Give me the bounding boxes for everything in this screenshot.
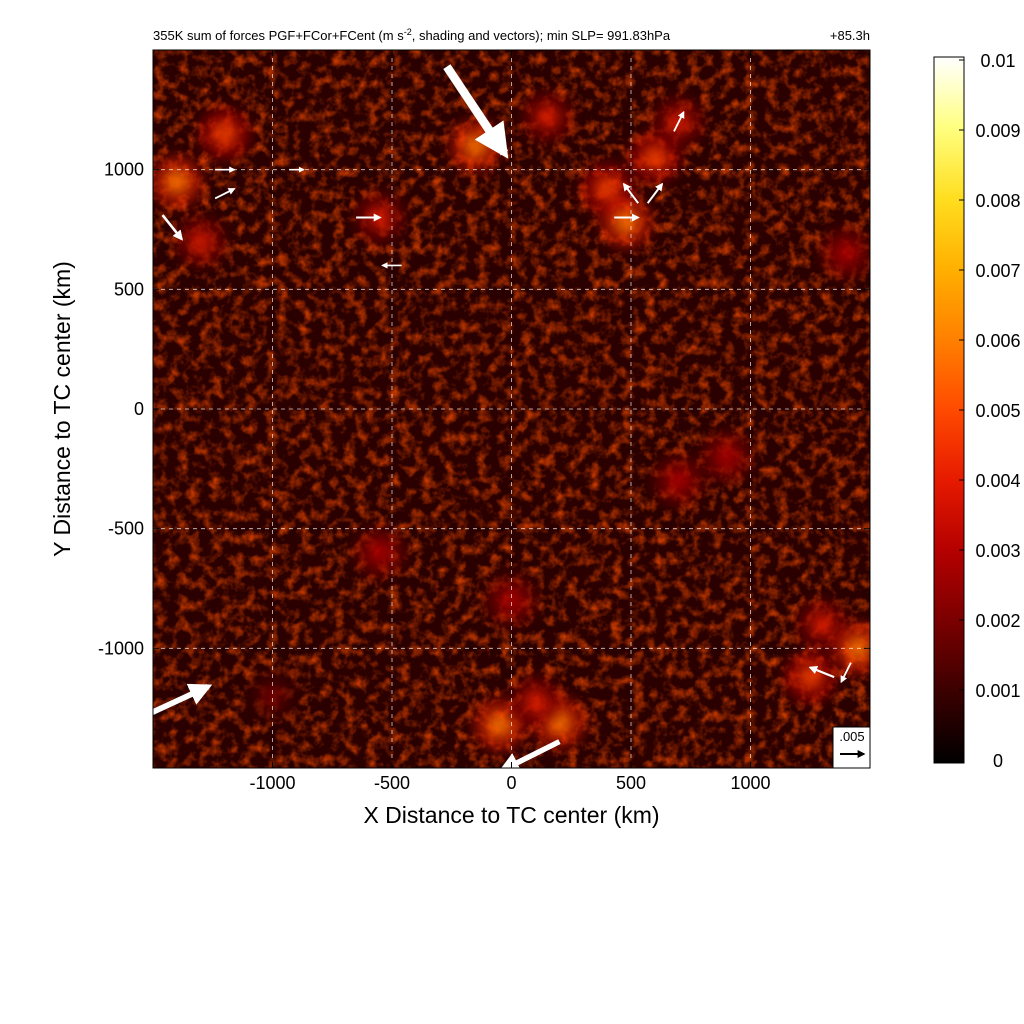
colorbar-ticks: 0 0.001 0.002 0.003 0.004 0.005 0.006 0.007 0.00… — [959, 51, 1021, 771]
x-tick-label-1: -500 — [374, 773, 410, 793]
x-axis-ticks: -1000 -500 0 500 1000 — [249, 50, 771, 793]
hotspot-18 — [354, 526, 407, 579]
colorbar-tick-label-0: 0 — [993, 751, 1003, 771]
colorbar-tick-label-8: 0.008 — [975, 191, 1020, 211]
hotspot-0 — [153, 155, 203, 208]
y-axis-label: Y Distance to TC center (km) — [49, 261, 75, 557]
hotspot-11 — [700, 430, 753, 483]
vector-10 — [808, 666, 835, 679]
hotspot-19 — [485, 574, 538, 627]
colorbar-tick-label-9: 0.009 — [975, 121, 1020, 141]
colorbar-tick-label-6: 0.006 — [975, 331, 1020, 351]
hotspot-10 — [820, 227, 870, 280]
time-label: +85.3h — [830, 28, 870, 43]
reference-vector-box: .005 — [832, 726, 871, 769]
colorbar-tick-label-5: 0.005 — [975, 401, 1020, 421]
vector-0 — [443, 64, 509, 159]
vector-14 — [214, 188, 236, 200]
hotspot-2 — [449, 119, 502, 172]
colorbar-tick-label-3: 0.003 — [975, 541, 1020, 561]
colorbar-tick-label-1: 0.001 — [975, 681, 1020, 701]
y-tick-label-3: 500 — [114, 279, 144, 299]
vector-8 — [646, 182, 664, 204]
hotspot-14 — [784, 651, 837, 704]
y-tick-label-4: 1000 — [104, 160, 144, 180]
x-tick-label-4: 1000 — [730, 773, 770, 793]
hotspot-1 — [198, 107, 251, 160]
hotspot-5 — [600, 196, 653, 249]
vector-9 — [673, 110, 685, 132]
x-tick-label-2: 0 — [506, 773, 516, 793]
colorbar-tick-label-10: 0.01 — [980, 51, 1015, 71]
hotspot-20 — [246, 670, 299, 723]
plot-texture — [153, 50, 870, 768]
vector-11 — [840, 662, 852, 684]
y-tick-label-2: 0 — [134, 399, 144, 419]
plot-area — [153, 50, 870, 768]
hotspot-3 — [521, 91, 574, 144]
x-tick-label-0: -1000 — [249, 773, 295, 793]
vector-3 — [161, 214, 184, 241]
x-tick-label-3: 500 — [616, 773, 646, 793]
vector-7 — [622, 182, 640, 204]
reference-vector-label: .005 — [839, 729, 864, 744]
colorbar-tick-label-4: 0.004 — [975, 471, 1020, 491]
colorbar-tick-label-2: 0.002 — [975, 611, 1020, 631]
hotspot-17 — [509, 674, 562, 727]
colorbar-tick-label-7: 0.007 — [975, 261, 1020, 281]
chart-title: 355K sum of forces PGF+FCor+FCent (m s-2… — [153, 27, 671, 43]
hotspot-9 — [174, 215, 227, 268]
vector-1 — [153, 683, 213, 716]
y-axis-ticks: -1000 -500 0 500 1000 — [98, 160, 870, 658]
hotspot-21 — [652, 454, 705, 507]
x-axis-label: X Distance to TC center (km) — [363, 802, 659, 828]
y-tick-label-0: -1000 — [98, 638, 144, 658]
y-tick-label-1: -500 — [108, 519, 144, 539]
colorbar: 0 0.001 0.002 0.003 0.004 0.005 0.006 0.007 0.00… — [933, 51, 1021, 771]
